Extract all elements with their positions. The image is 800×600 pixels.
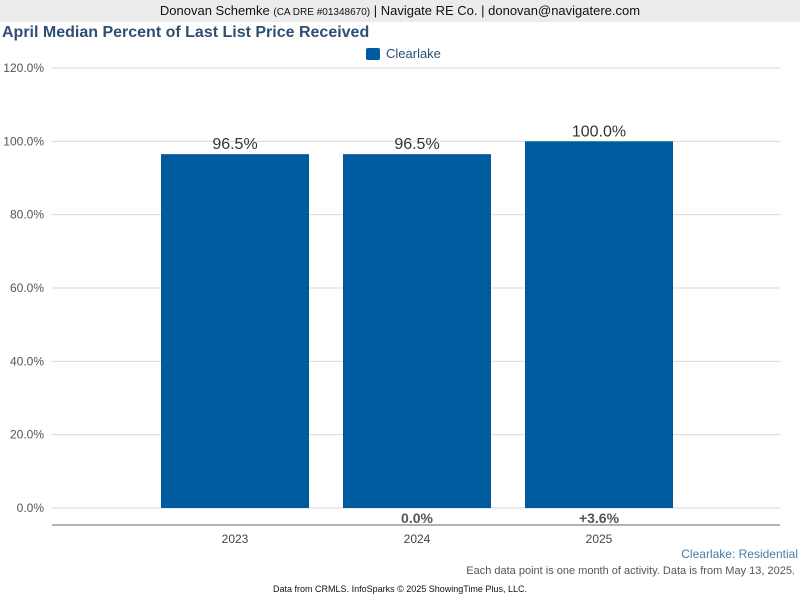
y-tick-label: 80.0% [10, 208, 44, 222]
data-footer: Data from CRMLS. InfoSparks © 2025 Showi… [273, 584, 527, 594]
change-label: 0.0% [401, 510, 433, 526]
region-label[interactable]: Clearlake: Residential [681, 547, 798, 561]
y-tick-label: 60.0% [10, 281, 44, 295]
data-note: Each data point is one month of activity… [466, 565, 795, 577]
agent-company-contact: | Navigate RE Co. | donovan@navigatere.c… [373, 3, 641, 18]
y-tick-label: 40.0% [10, 354, 44, 368]
y-tick-label: 120.0% [3, 61, 44, 75]
bar-2023 [161, 154, 309, 508]
y-tick-label: 100.0% [3, 134, 44, 148]
legend-swatch [366, 47, 380, 60]
legend-label: Clearlake [386, 46, 441, 61]
x-tick-label: 2025 [586, 532, 613, 546]
bar-value-label: 96.5% [394, 136, 439, 153]
y-tick-label: 20.0% [10, 428, 44, 442]
bar-2024 [343, 154, 491, 508]
chart-title: April Median Percent of Last List Price … [2, 24, 370, 41]
x-tick-label: 2024 [404, 532, 431, 546]
change-label: +3.6% [579, 510, 620, 526]
bar-2025 [525, 141, 673, 509]
x-tick-label: 2023 [222, 532, 249, 546]
agent-name: Donovan Schemke [159, 3, 270, 18]
bar-value-label: 100.0% [572, 123, 626, 140]
chart-legend[interactable]: Clearlake [366, 46, 441, 61]
agent-header: Donovan Schemke (CA DRE #01348670) | Nav… [0, 0, 800, 22]
bar-value-label: 96.5% [212, 136, 257, 153]
y-tick-label: 0.0% [17, 501, 45, 515]
agent-license: (CA DRE #01348670) [273, 7, 371, 18]
